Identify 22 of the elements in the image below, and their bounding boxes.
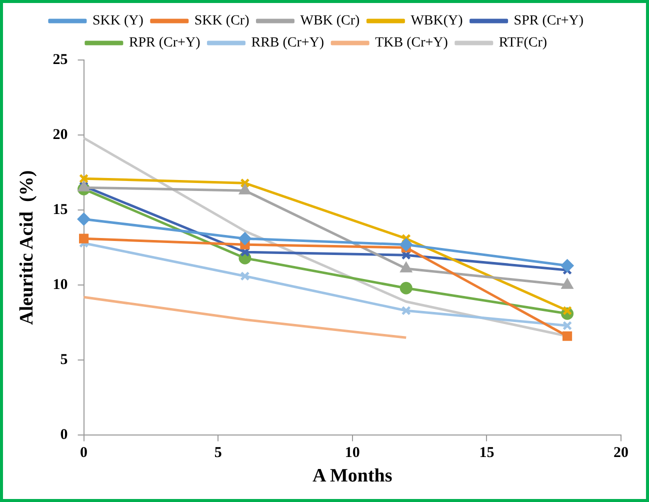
legend-label: SKK (Cr) [194, 14, 250, 29]
legend-label: RPR (Cr+Y) [128, 36, 201, 51]
x-tick-label: 10 [344, 445, 360, 462]
y-tick-label: 15 [52, 202, 68, 218]
y-axis-title: Aleuritic Acid (%) [16, 170, 38, 325]
y-tick-label: 20 [52, 126, 68, 143]
x-tick-label: 20 [614, 445, 628, 462]
x-tick-label: 15 [479, 445, 494, 462]
legend-label: RRB (Cr+Y) [251, 36, 324, 51]
x-axis-title: A Months [312, 466, 392, 487]
y-tick-label: 25 [52, 52, 68, 68]
y-tick-label: 0 [60, 427, 68, 444]
legend-label: WBK (Cr) [300, 14, 360, 29]
legend-label: WBK(Y) [410, 14, 464, 29]
legend-label: TKB (Cr+Y) [375, 36, 448, 51]
y-tick-label: 5 [60, 352, 68, 368]
legend-label: RTF(Cr) [498, 36, 548, 51]
legend-label: SPR (Cr+Y) [514, 14, 584, 29]
legend-label: SKK (Y) [92, 14, 144, 29]
x-tick-label: 0 [80, 445, 88, 462]
y-tick-label: 10 [52, 276, 68, 293]
x-tick-label: 5 [214, 445, 222, 462]
